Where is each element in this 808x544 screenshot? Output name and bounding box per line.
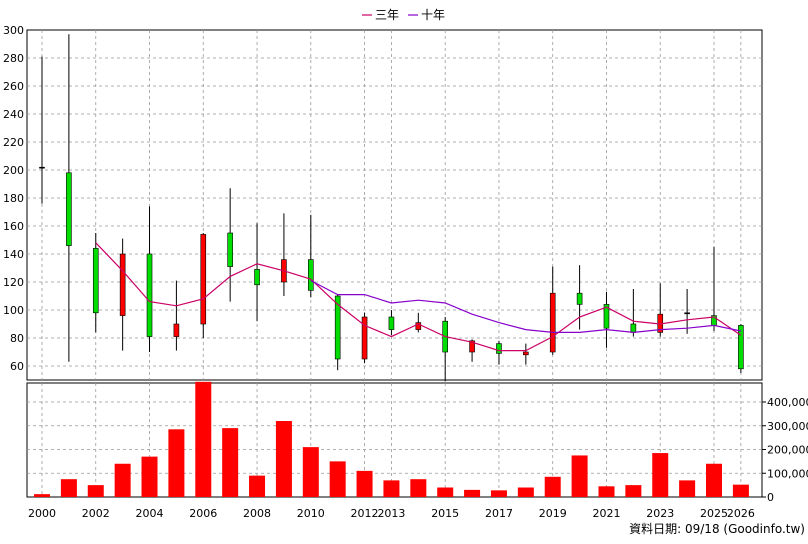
volume-bar [732, 484, 749, 497]
volume-tick-label: 400,000 [767, 396, 808, 409]
price-tick-label: 280 [3, 52, 24, 65]
volume-tick-label: 300,000 [767, 420, 808, 433]
candle-body [227, 232, 233, 267]
price-tick-label: 160 [3, 220, 24, 233]
volume-tick-label: 100,000 [767, 467, 808, 480]
price-tick-label: 180 [3, 192, 24, 205]
candle-body [603, 304, 610, 329]
price-tick-label: 300 [3, 24, 24, 37]
price-tick-label: 200 [3, 164, 24, 177]
candle-body [630, 323, 637, 333]
volume-bar [329, 461, 346, 497]
price-plot-frame [26, 29, 763, 381]
candle-body [576, 292, 583, 305]
volume-bar [114, 463, 131, 497]
candle-body [200, 234, 207, 325]
x-tick-label: 2002 [82, 507, 110, 520]
volume-bar [141, 456, 158, 497]
x-tick-label: 2026 [727, 507, 755, 520]
x-tick-label: 2015 [431, 507, 459, 520]
volume-bar [544, 476, 561, 497]
volume-bar [275, 421, 292, 497]
volume-tick-label: 200,000 [767, 444, 808, 457]
volume-bar [87, 485, 104, 497]
price-tick-label: 260 [3, 80, 24, 93]
volume-bar [383, 480, 400, 497]
candle-body [415, 322, 422, 330]
ma-line-3yr [95, 242, 742, 352]
price-tick-label: 140 [3, 248, 24, 261]
volume-bar [168, 429, 185, 497]
volume-bar [464, 489, 481, 497]
volume-bar [517, 487, 534, 497]
volume-bar [490, 490, 507, 497]
candle-body [146, 253, 153, 337]
x-tick-label: 2017 [485, 507, 513, 520]
volume-tick-label: 0 [767, 491, 774, 504]
price-tick-label: 240 [3, 108, 24, 121]
candle-body [523, 351, 529, 356]
volume-bar [34, 494, 50, 497]
volume-bar [706, 463, 722, 497]
x-tick-label: 2013 [377, 507, 405, 520]
legend-label-3yr: 三年 [375, 8, 399, 22]
x-tick-label: 2021 [592, 507, 620, 520]
price-tick-label: 80 [10, 332, 24, 345]
volume-bar [679, 480, 696, 497]
candle-body [39, 166, 45, 169]
volume-bar [195, 381, 212, 497]
volume-bar [410, 479, 427, 497]
candle-body [334, 295, 341, 360]
volume-bar [302, 447, 319, 497]
volume-bar [598, 486, 615, 497]
candle-body [307, 259, 314, 291]
x-tick-label: 2004 [136, 507, 164, 520]
x-tick-label: 2010 [297, 507, 325, 520]
volume-bar [437, 487, 454, 497]
legend: 三年 十年 [362, 8, 445, 22]
x-tick-label: 2023 [646, 507, 674, 520]
candle-body [549, 292, 556, 353]
candle-body [496, 343, 502, 354]
candle-body [388, 316, 395, 330]
price-tick-label: 100 [3, 304, 24, 317]
price-tick-label: 120 [3, 276, 24, 289]
legend-label-10yr: 十年 [421, 8, 445, 22]
x-tick-label: 2012 [351, 507, 379, 520]
candle-body [684, 312, 690, 315]
price-panel: 60 80 100 120 140 160 180 200 220 240 260 280 300 [3, 24, 763, 382]
candle-body [173, 323, 180, 337]
volume-bar [652, 453, 669, 497]
x-tick-label: 2008 [243, 507, 271, 520]
volume-bar [571, 455, 588, 497]
price-tick-label: 220 [3, 136, 24, 149]
candle-body [361, 316, 368, 360]
candle-body [119, 253, 126, 316]
ma-line-10yr [310, 280, 742, 334]
x-tick-label: 2000 [28, 507, 56, 520]
price-tick-label: 60 [10, 360, 24, 373]
volume-bar [625, 485, 642, 497]
candle-body [66, 172, 72, 246]
volume-bar [60, 479, 77, 497]
volume-bar [222, 428, 239, 497]
candle-body [469, 340, 475, 353]
candle-body [254, 269, 260, 286]
candle-body [92, 248, 99, 314]
x-tick-label: 2025 [700, 507, 728, 520]
x-tick-label: 2006 [189, 507, 217, 520]
volume-bar [356, 470, 373, 497]
candle-body [738, 325, 744, 370]
volume-bar [249, 475, 266, 497]
volume-panel: 0 100,000 200,000 300,000 400,000 [26, 381, 808, 504]
x-tick-label: 2019 [539, 507, 567, 520]
source-footer: 資料日期: 09/18 (Goodinfo.tw) [629, 522, 805, 536]
